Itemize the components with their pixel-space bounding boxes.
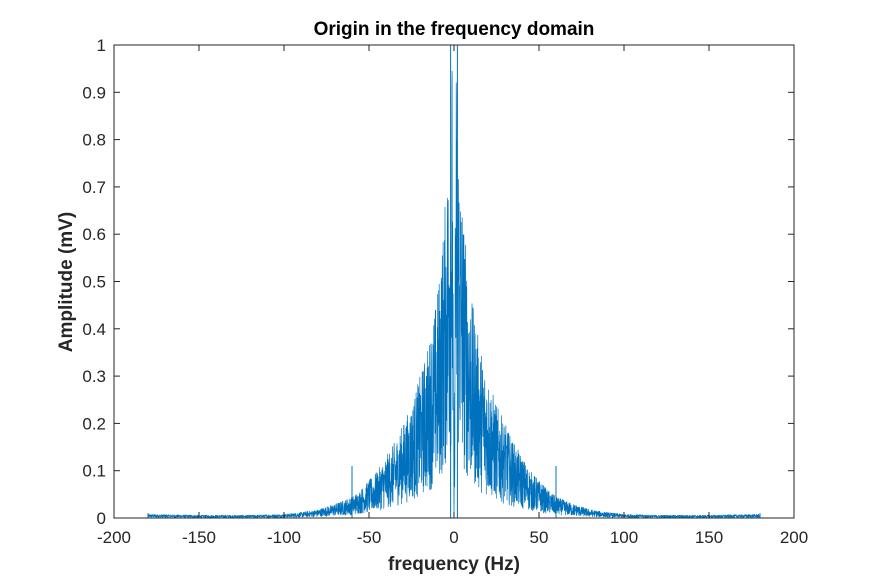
y-tick-label: 0 (97, 509, 106, 528)
y-axis-label: Amplitude (mV) (56, 212, 77, 352)
y-tick-label: 0.1 (82, 462, 106, 481)
plot-area (114, 45, 794, 519)
y-axis-ticks: 0 0.1 0.2 0.3 0.4 0.5 0.6 0.7 0.8 0.9 1 (82, 36, 794, 528)
chart-title: Origin in the frequency domain (314, 19, 595, 40)
y-tick-label: 1 (97, 36, 106, 55)
y-tick-label: 0.7 (82, 178, 106, 197)
y-tick-label: 0.8 (82, 131, 106, 150)
x-axis-label: frequency (Hz) (388, 554, 520, 575)
y-tick-label: 0.4 (82, 320, 106, 339)
x-tick-label: 50 (530, 528, 549, 547)
x-tick-label: -200 (97, 528, 131, 547)
x-tick-label: 150 (695, 528, 723, 547)
y-tick-label: 0.2 (82, 414, 106, 433)
x-tick-label: -100 (267, 528, 301, 547)
x-tick-label: 0 (449, 528, 458, 547)
y-tick-label: 0.3 (82, 367, 106, 386)
x-axis-ticks: -200 -150 -100 -50 0 50 100 150 200 (97, 45, 808, 547)
spike-group (147, 45, 761, 518)
x-tick-label: -150 (182, 528, 216, 547)
y-tick-label: 0.9 (82, 83, 106, 102)
x-tick-label: -50 (357, 528, 382, 547)
x-tick-label: 200 (780, 528, 808, 547)
x-tick-label: 100 (610, 528, 638, 547)
y-tick-label: 0.6 (82, 225, 106, 244)
y-tick-label: 0.5 (82, 273, 106, 292)
